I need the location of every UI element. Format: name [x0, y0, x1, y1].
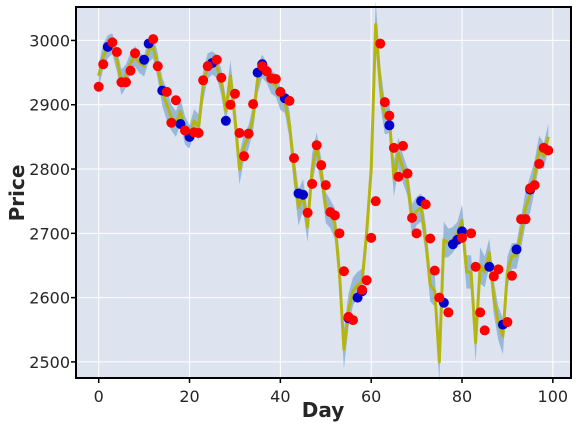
sell-marker — [475, 307, 485, 317]
sell-marker — [502, 317, 512, 327]
y-tick-label: 2500 — [29, 353, 70, 372]
sell-marker — [384, 111, 394, 121]
y-tick-label: 2700 — [29, 224, 70, 243]
sell-marker — [403, 169, 413, 179]
sell-marker — [244, 129, 254, 139]
sell-marker — [107, 37, 117, 47]
sell-marker — [425, 233, 435, 243]
sell-marker — [466, 228, 476, 238]
sell-marker — [312, 140, 322, 150]
sell-marker — [166, 118, 176, 128]
sell-marker — [530, 180, 540, 190]
sell-marker — [434, 293, 444, 303]
x-tick-label: 80 — [452, 387, 472, 406]
sell-marker — [362, 275, 372, 285]
sell-marker — [153, 61, 163, 71]
sell-marker — [289, 153, 299, 163]
sell-marker — [203, 61, 213, 71]
x-tick-label: 60 — [361, 387, 381, 406]
sell-marker — [94, 82, 104, 92]
sell-marker — [398, 141, 408, 151]
sell-marker — [239, 151, 249, 161]
sell-marker — [380, 97, 390, 107]
sell-marker — [393, 172, 403, 182]
sell-marker — [366, 233, 376, 243]
sell-marker — [125, 66, 135, 76]
buy-marker — [384, 120, 394, 130]
sell-marker — [375, 39, 385, 49]
y-tick-label: 2900 — [29, 96, 70, 115]
buy-marker — [139, 55, 149, 65]
sell-marker — [275, 87, 285, 97]
sell-marker — [216, 73, 226, 83]
y-tick-label: 2600 — [29, 289, 70, 308]
sell-marker — [248, 99, 258, 109]
sell-marker — [171, 95, 181, 105]
sell-marker — [148, 34, 158, 44]
sell-marker — [162, 87, 172, 97]
buy-marker — [484, 262, 494, 272]
sell-marker — [493, 264, 503, 274]
x-tick-label: 40 — [270, 387, 290, 406]
sell-marker — [303, 208, 313, 218]
x-tick-label: 20 — [179, 387, 199, 406]
sell-marker — [198, 75, 208, 85]
sell-marker — [130, 48, 140, 58]
sell-marker — [521, 214, 531, 224]
sell-marker — [471, 262, 481, 272]
sell-marker — [543, 145, 553, 155]
sell-marker — [234, 128, 244, 138]
sell-marker — [98, 59, 108, 69]
x-tick-label: 100 — [538, 387, 569, 406]
sell-marker — [225, 100, 235, 110]
y-axis-title: Price — [5, 165, 29, 222]
sell-marker — [230, 89, 240, 99]
sell-marker — [407, 213, 417, 223]
y-tick-label: 3000 — [29, 31, 70, 50]
sell-marker — [348, 315, 358, 325]
sell-marker — [121, 77, 131, 87]
sell-marker — [357, 285, 367, 295]
sell-marker — [334, 228, 344, 238]
sell-marker — [194, 128, 204, 138]
sell-marker — [330, 210, 340, 220]
sell-marker — [421, 199, 431, 209]
x-tick-label: 0 — [94, 387, 104, 406]
sell-marker — [443, 307, 453, 317]
buy-marker — [221, 116, 231, 126]
sell-marker — [180, 125, 190, 135]
y-tick-label: 2800 — [29, 160, 70, 179]
sell-marker — [371, 196, 381, 206]
sell-marker — [507, 271, 517, 281]
sell-marker — [112, 47, 122, 57]
sell-marker — [307, 179, 317, 189]
sell-marker — [321, 180, 331, 190]
sell-marker — [284, 96, 294, 106]
sell-marker — [389, 143, 399, 153]
sell-marker — [457, 233, 467, 243]
sell-marker — [271, 74, 281, 84]
sell-marker — [339, 266, 349, 276]
sell-marker — [412, 228, 422, 238]
sell-marker — [212, 55, 222, 65]
sell-marker — [430, 266, 440, 276]
x-axis-title: Day — [302, 398, 345, 422]
sell-marker — [316, 160, 326, 170]
sell-marker — [534, 159, 544, 169]
buy-marker — [512, 244, 522, 254]
sell-marker — [480, 325, 490, 335]
buy-marker — [298, 190, 308, 200]
